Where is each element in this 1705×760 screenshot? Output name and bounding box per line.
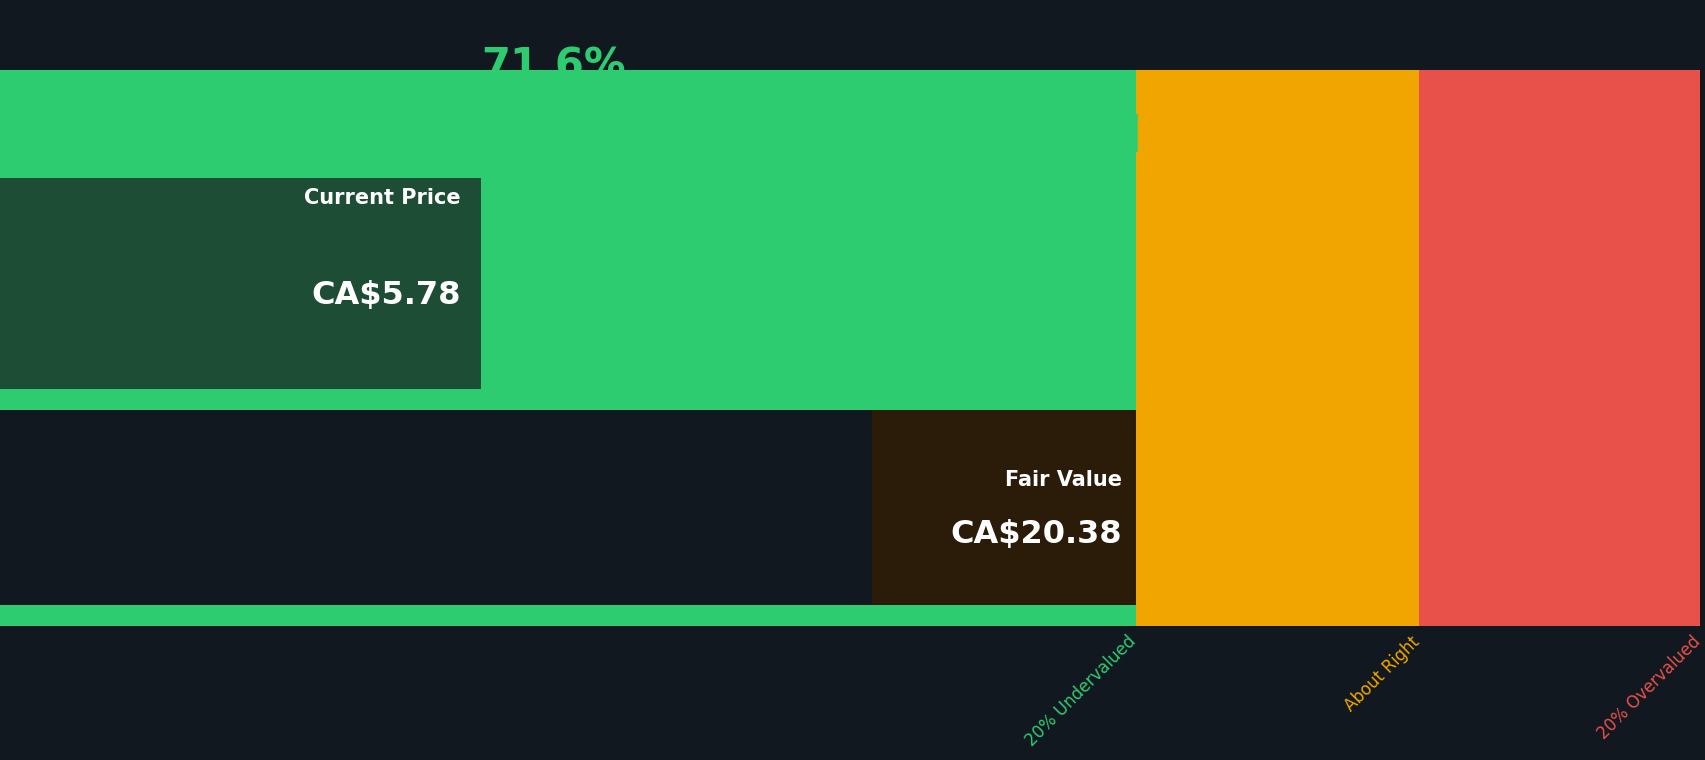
Bar	[1419, 69, 1698, 625]
Text: Undervalued: Undervalued	[481, 88, 614, 109]
Text: 71.6%: 71.6%	[481, 46, 626, 87]
Bar	[0, 178, 481, 389]
Text: About Right: About Right	[1340, 632, 1422, 714]
Text: Current Price: Current Price	[303, 188, 460, 208]
Text: 20% Overvalued: 20% Overvalued	[1592, 632, 1703, 743]
Text: 20% Undervalued: 20% Undervalued	[1021, 632, 1139, 750]
Text: CA$20.38: CA$20.38	[950, 519, 1122, 550]
Bar	[871, 410, 1136, 605]
Bar	[1136, 69, 1419, 625]
Text: Fair Value: Fair Value	[1004, 470, 1122, 490]
Text: CA$5.78: CA$5.78	[310, 280, 460, 312]
Bar	[0, 69, 1136, 625]
Bar	[0, 410, 1136, 605]
